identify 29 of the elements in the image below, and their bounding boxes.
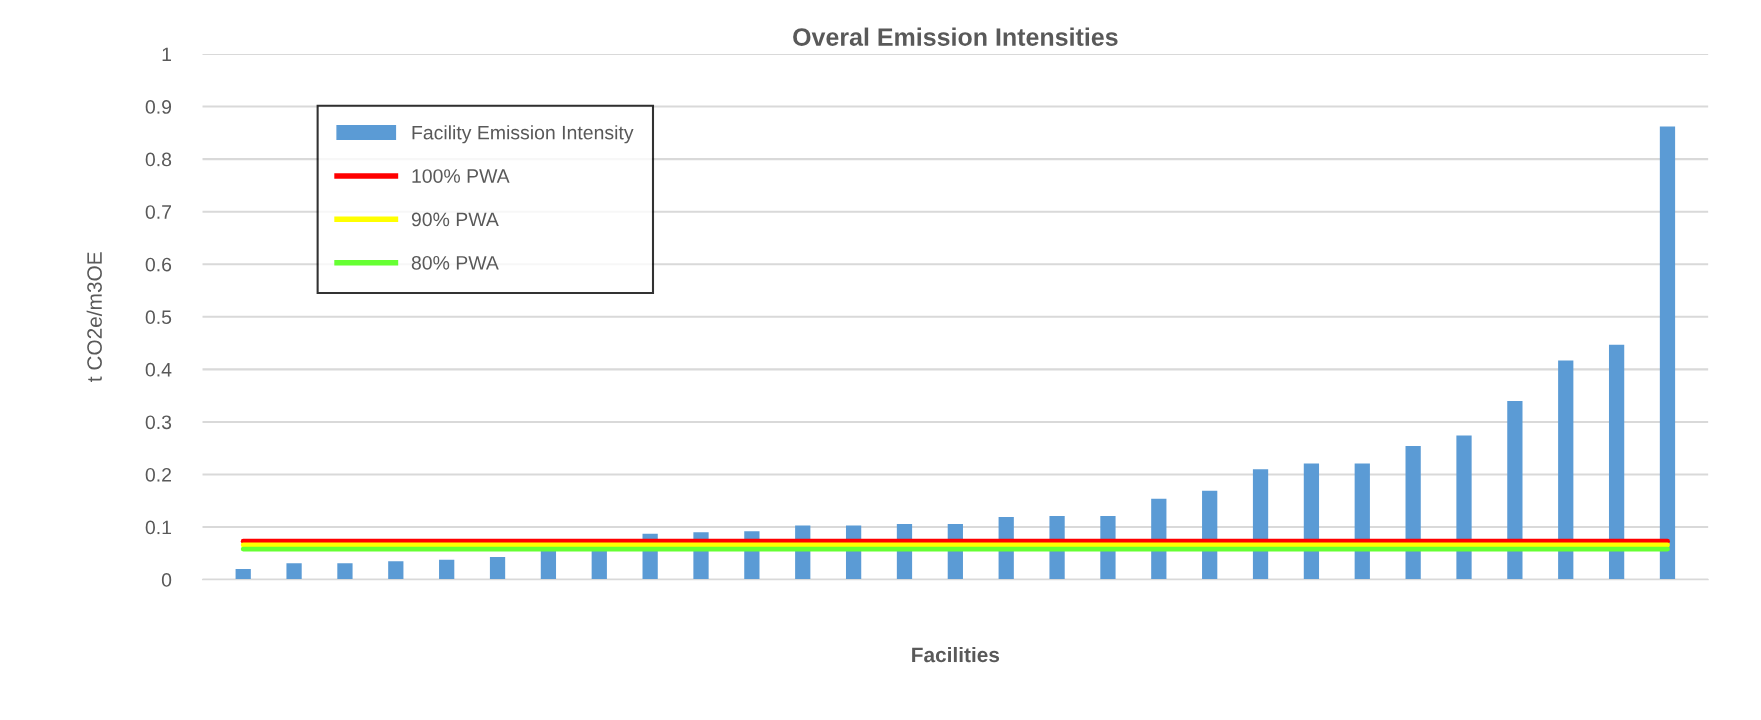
bar <box>286 563 302 580</box>
bar <box>439 559 455 580</box>
y-tick-label: 0.5 <box>145 310 172 325</box>
legend-label: Facility Emission Intensity <box>412 125 634 144</box>
y-tick-label: 1 <box>162 47 172 62</box>
y-tick-label: 0.1 <box>145 520 172 535</box>
bar <box>1456 435 1472 580</box>
y-tick-label: 0.4 <box>145 362 172 377</box>
legend-label: 100% PWA <box>412 169 510 183</box>
y-tick-label: 0.2 <box>145 467 171 482</box>
bar <box>337 563 353 580</box>
bar <box>1507 400 1523 580</box>
y-tick-label: 0.7 <box>145 205 171 219</box>
bar <box>1659 126 1676 580</box>
bar <box>235 569 251 580</box>
y-tick-label: 0.8 <box>145 152 172 167</box>
chart-title: Overal Emission Intensities <box>793 27 1118 46</box>
y-tick-label: 0 <box>161 573 172 587</box>
bar <box>388 561 404 580</box>
bar <box>1608 344 1625 580</box>
y-axis-title: t CO2e/m3OE <box>86 252 102 382</box>
y-tick-label: 0.9 <box>145 100 172 114</box>
bar <box>489 557 506 580</box>
legend-label: 90% PWA <box>411 212 499 227</box>
y-tick-label: 0.3 <box>145 415 172 430</box>
x-axis-title: Facilities <box>912 646 1000 663</box>
bar <box>1558 360 1574 580</box>
y-tick-label: 0.6 <box>145 257 172 272</box>
legend-label: 80% PWA <box>411 255 499 270</box>
